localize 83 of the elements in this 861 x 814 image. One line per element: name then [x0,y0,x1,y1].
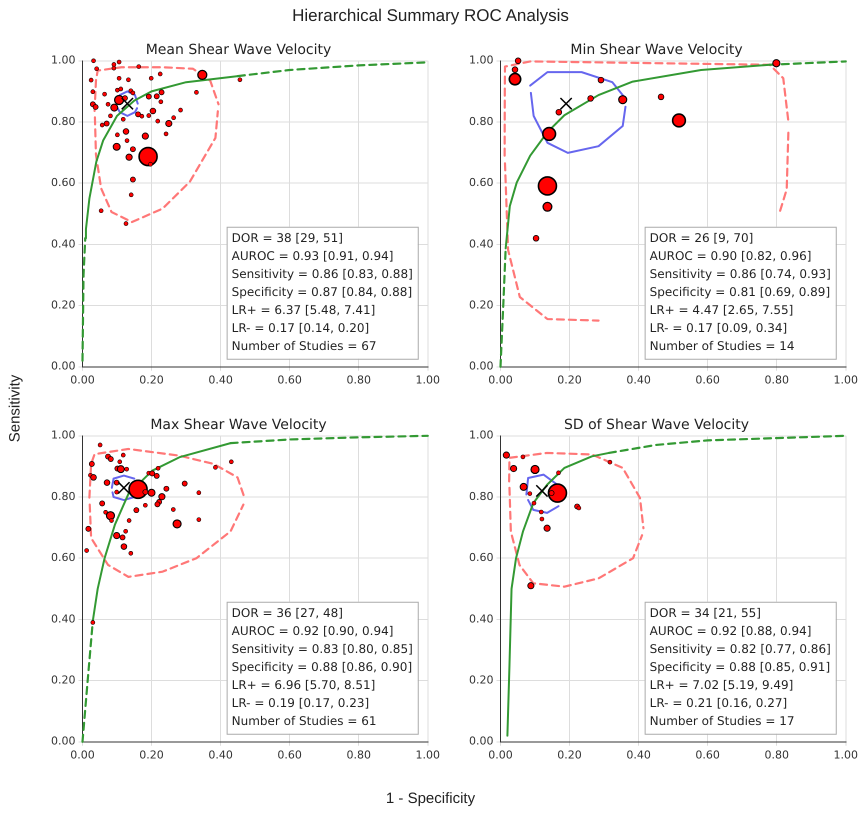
y-tick-label: 0.40 [50,237,76,250]
y-tick-label: 0.80 [468,114,494,128]
y-tick-label: 0.00 [468,734,494,748]
chart-subtitle: Min Shear Wave Velocity [570,42,743,58]
annotation: AUROC = 0.92 [0.88, 0.94] [650,624,812,638]
x-tick-label: 0.40 [626,748,651,762]
x-tick-label: 0.40 [208,373,233,386]
y-tick-label: 0.80 [50,114,76,128]
x-tick-label: 0.80 [764,373,789,386]
annotation: Specificity = 0.87 [0.84, 0.88] [232,284,412,299]
y-tick-label: 1.00 [468,54,494,67]
y-tick-label: 0.20 [468,298,494,312]
x-tick-label: 0.60 [695,748,720,762]
annotation: Specificity = 0.81 [0.69, 0.89] [650,284,830,299]
x-tick-label: 0.60 [277,748,302,762]
y-tick-label: 0.60 [50,176,76,190]
y-tick-label: 0.60 [468,551,494,564]
x-tick-label: 0.00 [70,373,95,386]
x-tick-label: 0.60 [277,373,302,386]
annotation: DOR = 36 [27, 48] [232,606,343,620]
annotation: LR+ = 6.96 [5.70, 8.51] [232,678,376,692]
y-tick-label: 0.40 [468,612,494,626]
x-tick-label: 1.00 [416,748,440,762]
x-tick-label: 0.80 [346,373,371,386]
y-tick-label: 0.20 [468,673,494,686]
annotation: Number of Studies = 61 [232,714,377,728]
x-tick-label: 0.20 [139,373,164,386]
annotation: Specificity = 0.88 [0.85, 0.91] [650,660,830,674]
x-tick-label: 0.20 [557,373,582,386]
x-tick-label: 0.60 [695,373,720,386]
x-tick-label: 0.20 [139,748,164,762]
x-tick-label: 1.00 [834,373,858,386]
x-tick-label: 0.00 [488,373,513,386]
y-tick-label: 0.60 [50,551,76,564]
y-tick-label: 0.80 [468,490,494,503]
annotation: AUROC = 0.90 [0.82, 0.96] [650,248,812,263]
annotation: LR- = 0.21 [0.16, 0.27] [650,696,788,710]
annotation: LR- = 0.17 [0.09, 0.34] [650,320,788,335]
annotation: Specificity = 0.88 [0.86, 0.90] [232,660,412,674]
annotation: AUROC = 0.93 [0.91, 0.94] [232,248,394,263]
x-tick-label: 1.00 [834,748,858,762]
annotation: Number of Studies = 67 [232,338,377,353]
y-tick-label: 0.20 [50,673,76,686]
annotation: DOR = 38 [29, 51] [232,230,343,245]
y-tick-label: 0.20 [50,298,76,312]
chart-subtitle: Max Shear Wave Velocity [150,417,327,434]
annotation: LR+ = 6.37 [5.48, 7.41] [232,302,376,317]
annotation: Sensitivity = 0.86 [0.74, 0.93] [650,266,831,281]
chart-title: Hierarchical Summary ROC Analysis [291,6,570,26]
x-tick-label: 0.20 [557,748,582,762]
x-tick-label: 0.40 [626,373,651,386]
y-tick-label: 0.00 [50,360,76,373]
y-tick-label: 1.00 [468,428,494,442]
annotation: LR- = 0.17 [0.14, 0.20] [232,320,370,335]
y-tick-label: 0.00 [468,360,494,373]
y-tick-label: 0.60 [468,176,494,190]
x-tick-label: 0.40 [208,748,233,762]
y-tick-label: 0.40 [50,612,76,626]
x-tick-label: 0.00 [70,748,95,762]
y-tick-label: 0.80 [50,490,76,503]
chart-subtitle: SD of Shear Wave Velocity [564,417,750,434]
y-tick-label: 1.00 [50,54,76,67]
chart-subtitle: Mean Shear Wave Velocity [146,42,332,58]
y-tick-label: 0.00 [50,734,76,748]
annotation: Number of Studies = 14 [650,338,795,353]
y-tick-label: 0.40 [468,237,494,250]
x-tick-label: 0.00 [488,748,513,762]
annotation: Sensitivity = 0.83 [0.80, 0.85] [232,642,413,656]
annotation: LR+ = 7.02 [5.19, 9.49] [650,678,794,692]
annotation: AUROC = 0.92 [0.90, 0.94] [232,624,394,638]
y-axis-title: Sensitivity [6,374,24,444]
annotation: Number of Studies = 17 [650,714,795,728]
annotation: DOR = 26 [9, 70] [650,230,754,245]
annotation: LR+ = 4.47 [2.65, 7.55] [650,302,794,317]
x-tick-label: 0.80 [346,748,371,762]
annotation: Sensitivity = 0.86 [0.83, 0.88] [232,266,413,281]
annotation: LR- = 0.19 [0.17, 0.23] [232,696,370,710]
y-tick-label: 1.00 [50,428,76,442]
x-tick-label: 1.00 [416,373,440,386]
x-tick-label: 0.80 [764,748,789,762]
annotation: Sensitivity = 0.82 [0.77, 0.86] [650,642,831,656]
annotation: DOR = 34 [21, 55] [650,606,761,620]
x-axis-title: 1 - Specificity [384,790,476,807]
